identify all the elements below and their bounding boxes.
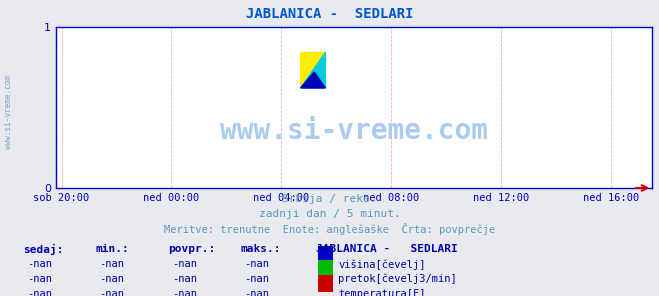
Text: sedaj:: sedaj: (23, 244, 63, 255)
Text: -nan: -nan (244, 274, 270, 284)
Text: -nan: -nan (100, 274, 125, 284)
Polygon shape (301, 52, 326, 88)
Text: -nan: -nan (27, 274, 52, 284)
Text: -nan: -nan (172, 259, 197, 269)
Text: temperatura[F]: temperatura[F] (338, 289, 426, 296)
Text: povpr.:: povpr.: (168, 244, 215, 254)
Text: www.si-vreme.com: www.si-vreme.com (4, 75, 13, 149)
Text: min.:: min.: (96, 244, 129, 254)
Text: zadnji dan / 5 minut.: zadnji dan / 5 minut. (258, 209, 401, 219)
Text: maks.:: maks.: (241, 244, 281, 254)
Text: -nan: -nan (172, 274, 197, 284)
Text: Meritve: trenutne  Enote: anglešaške  Črta: povprečje: Meritve: trenutne Enote: anglešaške Črta… (164, 223, 495, 236)
Text: Srbija / reke.: Srbija / reke. (282, 194, 377, 204)
Text: JABLANICA -   SEDLARI: JABLANICA - SEDLARI (316, 244, 458, 254)
Text: -nan: -nan (244, 259, 270, 269)
Text: višina[čevelj]: višina[čevelj] (338, 259, 426, 269)
Polygon shape (301, 72, 326, 88)
Text: -nan: -nan (27, 289, 52, 296)
Text: pretok[čevelj3/min]: pretok[čevelj3/min] (338, 274, 457, 284)
Text: -nan: -nan (100, 289, 125, 296)
Text: -nan: -nan (27, 259, 52, 269)
Text: -nan: -nan (172, 289, 197, 296)
Polygon shape (301, 52, 326, 88)
Text: -nan: -nan (244, 289, 270, 296)
Text: -nan: -nan (100, 259, 125, 269)
Text: www.si-vreme.com: www.si-vreme.com (220, 118, 488, 146)
Text: JABLANICA -  SEDLARI: JABLANICA - SEDLARI (246, 7, 413, 21)
